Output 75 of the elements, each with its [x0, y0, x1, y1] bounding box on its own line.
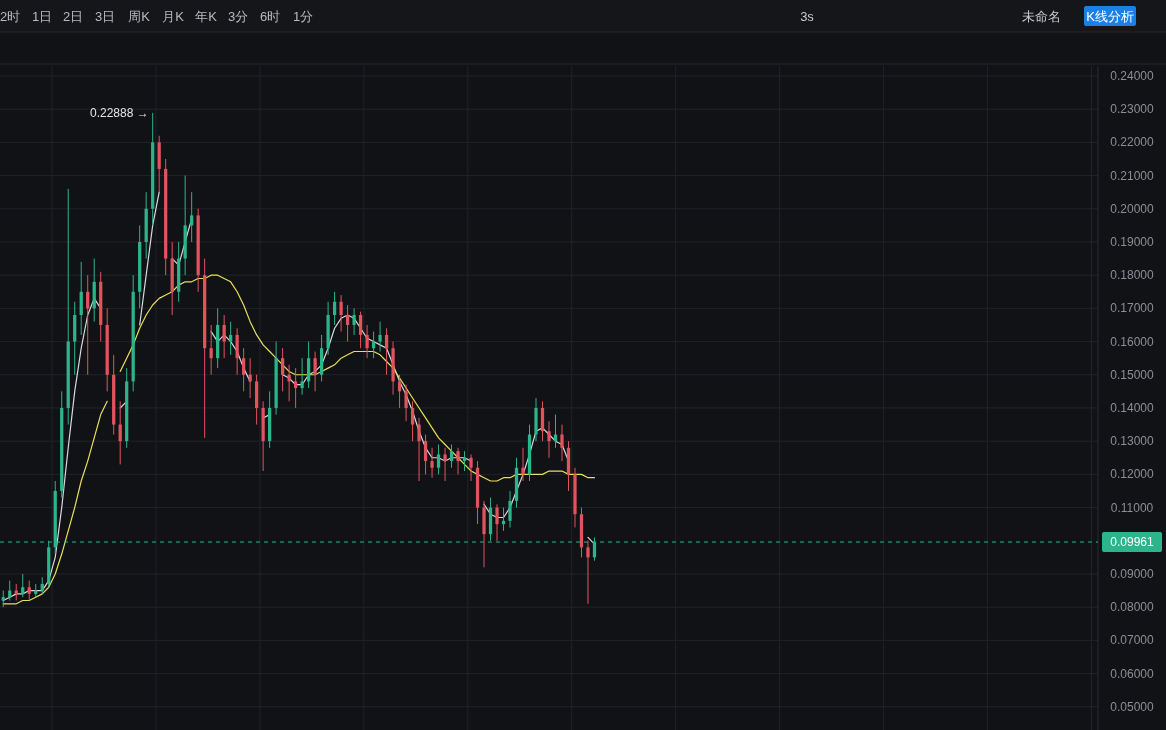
candlestick [378, 321, 382, 353]
y-tick-label: 0.24000 [1110, 68, 1155, 83]
candlestick [397, 374, 402, 409]
candlestick [287, 364, 291, 402]
candlestick [281, 347, 285, 392]
candlestick [293, 367, 298, 409]
y-tick-label: 0.11000 [1110, 500, 1154, 515]
y-tick-label: 0.20000 [1110, 201, 1155, 216]
candlestick [358, 311, 363, 349]
text: 1分 [292, 9, 314, 24]
candlestick [345, 304, 350, 343]
candlestick [449, 443, 454, 469]
text: 1日 [31, 9, 53, 24]
candlestick [365, 324, 369, 359]
text: 3分 [227, 9, 249, 24]
text: 2时 [0, 9, 21, 24]
candlestick [339, 294, 343, 333]
candlestick [352, 307, 356, 336]
y-tick-label: 0.13000 [1110, 434, 1155, 449]
text: 6时 [259, 9, 281, 24]
ref-line-label: 0.09961 [1110, 535, 1155, 550]
candlestick [560, 424, 564, 462]
text: 未命名 [1021, 9, 1061, 24]
candlestick [410, 400, 415, 442]
y-tick-label: 0.06000 [1110, 666, 1155, 681]
text: 3日 [94, 9, 116, 24]
candlestick [306, 341, 311, 389]
y-tick-label: 0.19000 [1110, 234, 1155, 249]
y-tick-label: 0.09000 [1110, 566, 1155, 581]
candlestick [586, 540, 590, 605]
candlestick [209, 324, 213, 376]
text: 周K [128, 9, 151, 24]
y-tick-label: 0.12000 [1110, 467, 1155, 482]
candlestick [27, 580, 31, 602]
y-tick-label: 0.17000 [1110, 301, 1155, 316]
text: 2日 [62, 9, 84, 24]
text: K线分析 [1086, 9, 1134, 24]
annotation: 0.22888 → [89, 105, 149, 120]
y-tick-label: 0.21000 [1110, 168, 1155, 183]
candlestick [469, 453, 473, 482]
text: 年K [195, 9, 218, 24]
y-tick-label: 0.14000 [1110, 400, 1155, 415]
y-tick-label: 0.23000 [1110, 102, 1155, 117]
candlestick [423, 434, 428, 475]
y-tick-label: 0.07000 [1110, 633, 1155, 648]
candlestick [495, 503, 499, 542]
candlestick [508, 490, 512, 528]
candlestick [79, 261, 83, 336]
candlestick [222, 314, 226, 359]
candlestick [456, 447, 460, 475]
candlestick [430, 447, 434, 479]
y-tick-label: 0.05000 [1110, 699, 1155, 714]
y-tick-label: 0.16000 [1110, 334, 1155, 349]
candlestick [540, 400, 545, 442]
candlestick [235, 327, 239, 376]
candlestick [21, 573, 25, 598]
y-tick-label: 0.08000 [1110, 600, 1155, 615]
candlestick [242, 347, 246, 392]
candlestick [404, 384, 408, 422]
candlestick [417, 417, 421, 482]
candlestick [436, 443, 441, 475]
candlestick [547, 420, 551, 459]
candlestick [190, 191, 194, 243]
y-tick-label: 0.18000 [1110, 268, 1155, 283]
text: 月K [162, 9, 185, 24]
candlestick [443, 447, 447, 482]
candlestick [313, 351, 317, 392]
y-tick-label: 0.15000 [1110, 367, 1155, 382]
candlestick [384, 327, 389, 376]
text: 3s [800, 9, 815, 24]
candlestick [300, 357, 304, 396]
candlestick [229, 321, 233, 356]
candlestick [521, 447, 525, 482]
y-tick-label: 0.22000 [1110, 135, 1155, 150]
candlestick [332, 291, 337, 326]
